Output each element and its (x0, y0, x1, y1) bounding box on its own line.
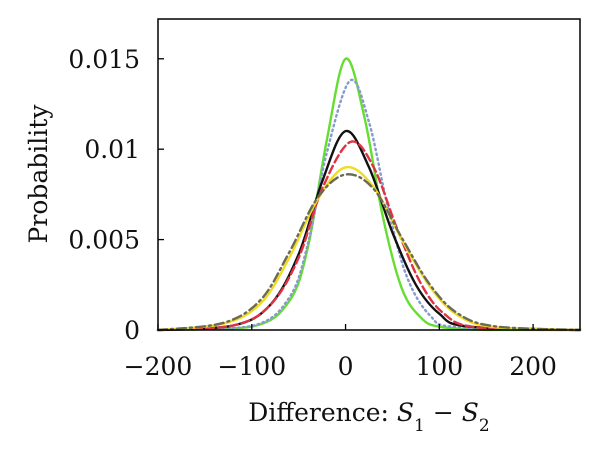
x-tick-label: 0 (338, 352, 354, 381)
y-tick-label: 0.015 (68, 45, 140, 74)
x-ticks: −200 −100 0 100 200 (124, 324, 557, 381)
series-line-6 (156, 173, 582, 332)
x-tick-label: −200 (124, 352, 193, 381)
series-line-4 (156, 140, 582, 332)
x-tick-label: 200 (509, 352, 557, 381)
plot-frame (157, 18, 581, 331)
series-line-5 (156, 165, 582, 332)
x-axis-title: Difference: S1 − S2 (248, 398, 489, 436)
y-ticks: 0 0.005 0.01 0.015 (68, 45, 164, 345)
x-tick-label: −100 (217, 352, 286, 381)
curves-group (156, 57, 582, 332)
y-axis-title: Probability (24, 104, 53, 244)
y-tick-label: 0.01 (84, 135, 140, 164)
series-line-1 (156, 57, 582, 332)
y-tick-label: 0 (124, 316, 140, 345)
x-tick-label: 100 (415, 352, 463, 381)
series-line-2 (156, 78, 582, 332)
y-tick-label: 0.005 (68, 226, 140, 255)
